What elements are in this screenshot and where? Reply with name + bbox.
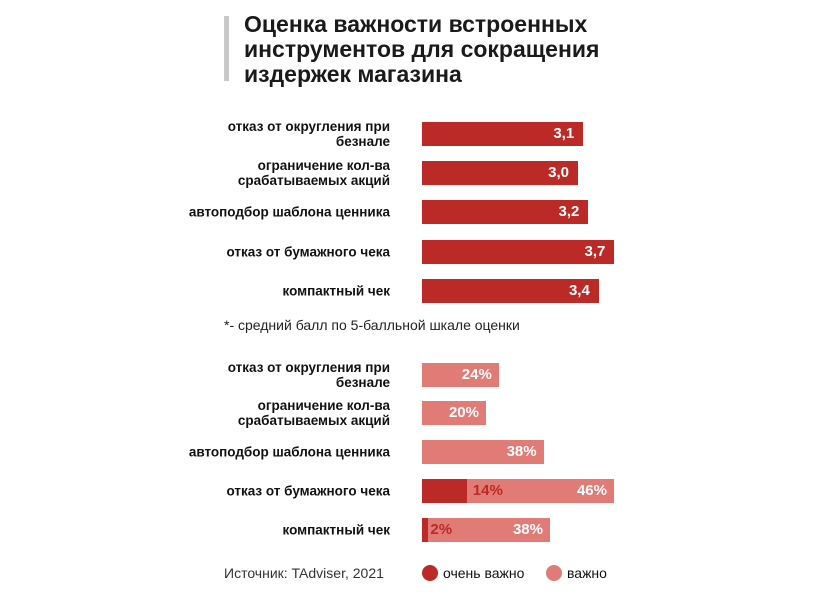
bar-important	[428, 518, 550, 542]
legend-label: очень важно	[443, 565, 525, 581]
data-label-very-important: 2%	[430, 521, 453, 538]
bar-important	[422, 401, 486, 425]
data-label: 3,7	[584, 243, 606, 260]
category-label: отказ от бумажного чека	[226, 244, 390, 260]
category-label: отказ от округления при безнале	[227, 119, 390, 149]
legend-item-very-important: очень важно	[422, 565, 524, 581]
bar-important	[422, 440, 544, 464]
bar-very-important	[422, 518, 429, 542]
data-label-important: 20%	[448, 404, 479, 421]
data-label-important: 38%	[512, 521, 543, 538]
source-note: Источник: TAdviser, 2021	[224, 565, 384, 581]
data-label-important: 24%	[461, 366, 492, 383]
legend-item-important: важно	[546, 565, 607, 581]
bar	[422, 122, 584, 146]
bar-important	[422, 363, 499, 387]
data-label: 3,2	[558, 203, 580, 220]
category-label: компактный чек	[282, 522, 391, 538]
legend-swatch	[546, 565, 562, 581]
bar	[422, 240, 615, 264]
bar	[422, 279, 599, 303]
data-label-important: 38%	[506, 443, 537, 460]
bar	[422, 161, 578, 185]
title-accent-bar	[224, 16, 229, 81]
data-label-important: 46%	[576, 482, 607, 499]
legend-swatch	[422, 565, 438, 581]
category-label: отказ от бумажного чека	[226, 483, 390, 499]
bar-important	[466, 479, 614, 503]
data-label: 3,0	[548, 164, 569, 181]
bar-very-important	[422, 479, 467, 503]
category-label: отказ от округления при безнале	[227, 360, 390, 390]
category-label: автоподбор шаблона ценника	[188, 204, 390, 220]
chart-title: Оценка важности встроенных инструментов …	[244, 11, 600, 87]
footnote: *- средний балл по 5-балльной шкале оцен…	[224, 317, 520, 333]
bar	[422, 200, 589, 224]
category-label: ограничение кол-ва срабатываемых акций	[237, 398, 390, 428]
data-label-very-important: 14%	[472, 482, 503, 499]
legend-label: важно	[567, 565, 607, 581]
category-label: ограничение кол-ва срабатываемых акций	[237, 158, 390, 188]
category-label: автоподбор шаблона ценника	[188, 444, 390, 460]
category-label: компактный чек	[282, 283, 391, 299]
data-label: 3,1	[553, 125, 575, 142]
data-label: 3,4	[568, 282, 590, 299]
